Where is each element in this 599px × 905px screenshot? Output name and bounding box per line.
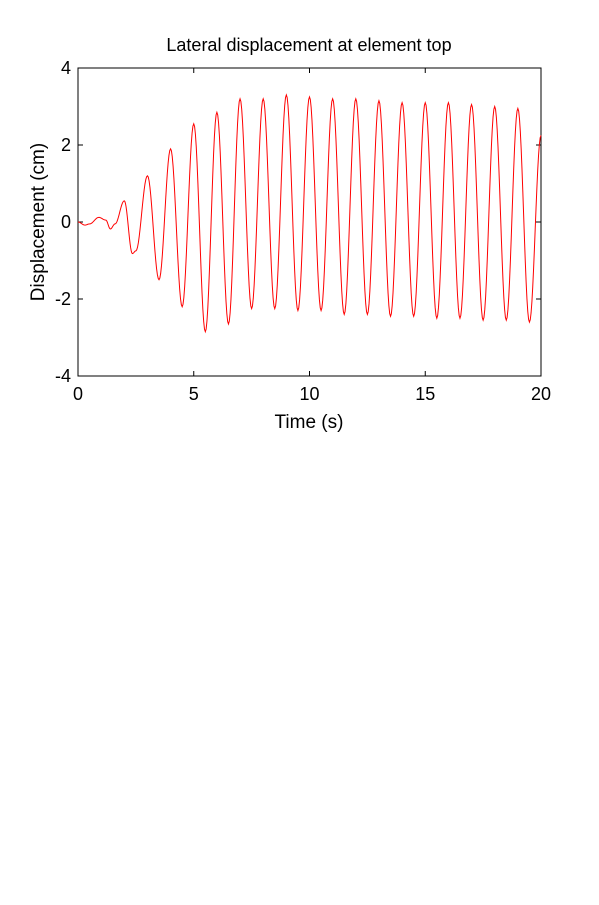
plot-area: 0 5 10 15 20 -4 -2 0 2 4 [55,58,551,404]
y-tick-label: 4 [61,58,71,78]
y-tick-label: 2 [61,135,71,155]
y-tick-label: -4 [55,366,71,386]
y-tick-label: -2 [55,289,71,309]
x-tick-label: 0 [73,384,83,404]
x-tick-label: 15 [415,384,435,404]
x-tick-label: 5 [189,384,199,404]
x-tick-label: 20 [531,384,551,404]
y-axis-label: Displacement (cm) [28,143,49,301]
y-tick-label: 0 [61,212,71,232]
chart-title: Lateral displacement at element top [166,35,451,55]
x-axis-label: Time (s) [275,412,344,433]
series-line [77,93,542,334]
axes-box [77,67,542,377]
x-tick-label: 10 [299,384,319,404]
